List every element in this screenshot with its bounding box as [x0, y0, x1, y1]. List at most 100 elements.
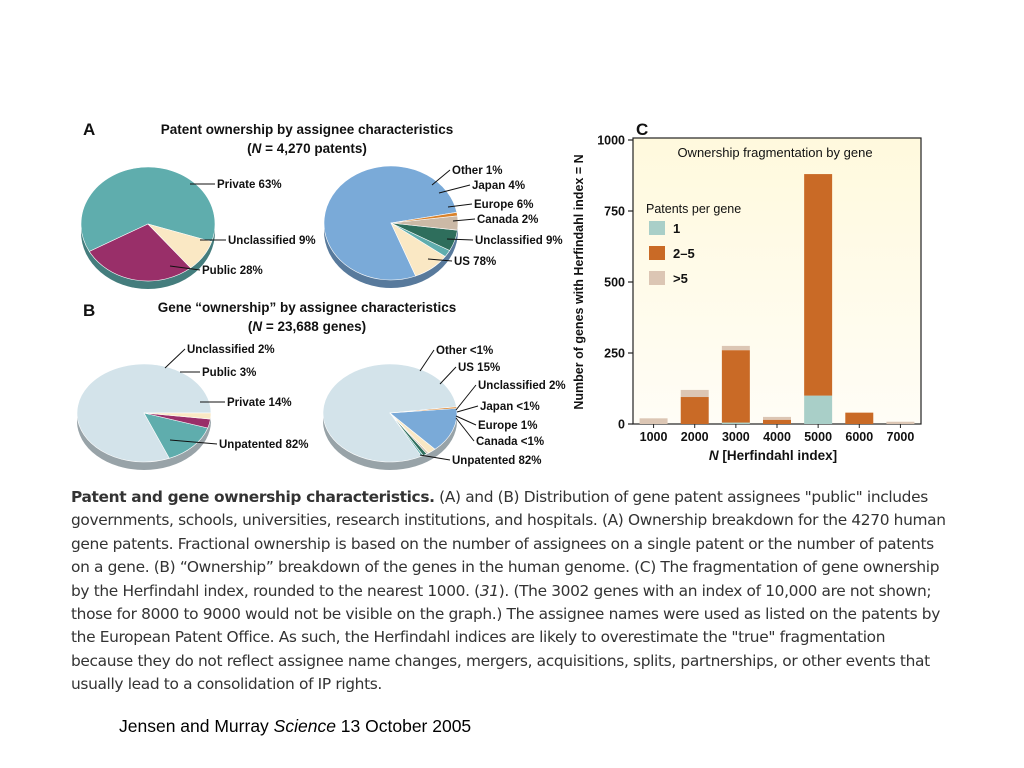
slice-label-japan-1: Japan <1% — [480, 401, 540, 413]
x-tick-label: 5000 — [804, 430, 832, 444]
pie-slice-public-28 — [88, 223, 192, 282]
leader-line-us-15 — [439, 366, 457, 385]
panel-b-n: = 23,688 genes) — [262, 319, 366, 334]
credit-journal: Science — [273, 716, 336, 736]
pie-slice-us-78 — [323, 165, 458, 281]
panel-a-letter: A — [83, 120, 95, 139]
bar-2000-2-5 — [680, 397, 709, 424]
pie-genes-by-country: Unpatented 82% Canada <1% Europe 1% Japan <… — [322, 345, 566, 470]
y-tick-label: 0 — [618, 418, 625, 432]
panel-c-xlabel: N [Herfindahl index] — [709, 448, 837, 463]
bar-3000-1 — [721, 422, 750, 424]
panel-c-letter: C — [636, 120, 648, 139]
pie-slice-us-15 — [389, 408, 458, 450]
panel-b-letter: B — [83, 301, 95, 320]
bar-3000-5 — [721, 345, 750, 351]
slice-label-europe-6: Europe 6% — [474, 199, 533, 211]
slice-label-unpatented-82: Unpatented 82% — [452, 455, 541, 467]
bar-4000-5 — [763, 416, 791, 420]
slice-label-unpatented-82: Unpatented 82% — [219, 439, 308, 451]
legend-swatch-1 — [649, 221, 665, 235]
y-tick-label: 1000 — [597, 134, 625, 148]
bar-2000-5 — [680, 389, 709, 398]
slice-label-europe-1: Europe 1% — [478, 420, 537, 432]
slice-label-canada-1: Canada <1% — [476, 436, 544, 448]
x-tick-label: 3000 — [722, 430, 750, 444]
slice-label-other-1: Other <1% — [436, 345, 493, 357]
bar-7000-5 — [886, 421, 915, 424]
legend-title: Patents per gene — [646, 202, 741, 216]
bar-5000-1 — [804, 395, 833, 424]
slice-label-unclassified-9: Unclassified 9% — [475, 235, 563, 247]
bar-6000-2-5 — [845, 412, 874, 424]
panel-c-plot-area — [632, 137, 922, 425]
pie-slice-other-1 — [390, 212, 458, 224]
leader-line-japan-4 — [438, 184, 471, 194]
x-tick-label: 7000 — [887, 430, 915, 444]
x-tick-label: 2000 — [681, 430, 709, 444]
leader-line-canada-1 — [455, 417, 475, 442]
panel-c-title: Ownership fragmentation by gene — [677, 145, 872, 160]
leader-line-public-28 — [169, 265, 201, 271]
leader-line-canada-2 — [452, 218, 476, 222]
bar-3000-2-5 — [721, 350, 750, 423]
y-tick-label: 750 — [604, 205, 625, 219]
panel-a-subtitle: (N = 4,270 patents) — [247, 141, 367, 156]
leader-line-other-1 — [419, 349, 435, 372]
panel-a-n: = 4,270 patents) — [261, 141, 366, 156]
slice-label-unclassified-2: Unclassified 2% — [478, 380, 566, 392]
legend-swatch-5 — [649, 271, 665, 285]
credit-authors: Jensen and Murray — [119, 716, 274, 736]
bar-1000-5 — [639, 418, 668, 424]
y-tick-label: 500 — [604, 276, 625, 290]
xlabel-rest: [Herfindahl index] — [719, 448, 838, 463]
caption-title: Patent and gene ownership characteristic… — [71, 488, 435, 506]
n-symbol: N — [252, 141, 262, 156]
legend-label: >5 — [673, 271, 688, 286]
leader-line-unclassified-2 — [164, 348, 186, 369]
slice-label-public-28: Public 28% — [202, 265, 263, 277]
pie-genes-by-sector: Unpatented 82% Private 14% Public 3% Unclas… — [76, 344, 308, 470]
slice-label-public-3: Public 3% — [202, 367, 256, 379]
slice-label-unclassified-9: Unclassified 9% — [228, 235, 316, 247]
y-tick-label: 250 — [604, 347, 625, 361]
slice-label-us-78: US 78% — [454, 256, 496, 268]
panel-c-ylabel: Number of genes with Herfindahl index = … — [572, 154, 586, 409]
pie-slice-unclassified-9 — [147, 223, 213, 269]
credit-date: 13 October 2005 — [335, 716, 472, 736]
legend-swatch-2-5 — [649, 246, 665, 260]
panel-b-title: Gene “ownership” by assignee characteris… — [158, 300, 457, 315]
n-symbol: N — [709, 448, 719, 463]
bar-4000-2-5 — [763, 419, 791, 424]
leader-line-unclassified-9 — [446, 238, 474, 241]
pie-patents-by-country: US 78% Unclassified 9% Canada 2% Europe 6% J… — [323, 165, 563, 288]
leader-line-unpatented-82 — [419, 454, 451, 461]
pie-slice-unclassified-2 — [143, 412, 212, 420]
slice-label-canada-2: Canada 2% — [477, 214, 538, 226]
bar-5000-2-5 — [804, 174, 833, 396]
legend-label: 2–5 — [673, 246, 695, 261]
slice-label-japan-4: Japan 4% — [472, 180, 525, 192]
leader-line-europe-1 — [455, 415, 477, 426]
slice-label-private-14: Private 14% — [227, 397, 292, 409]
panel-b-subtitle: (N = 23,688 genes) — [248, 319, 366, 334]
leader-line-unpatented-82 — [169, 439, 218, 445]
leader-line-unclassified-2 — [455, 384, 477, 411]
slice-label-other-1: Other 1% — [452, 165, 503, 177]
caption-text-1: (A) and (B) Distribution of gene patent … — [71, 488, 946, 600]
pie-slice-unpatented-82 — [76, 363, 212, 463]
x-tick-label: 6000 — [845, 430, 873, 444]
legend-label: 1 — [673, 221, 680, 236]
bar-chart-fragmentation: 0 250 500 750 1000 1000 2000 3000 4000 5000 6000 70… — [597, 134, 915, 444]
pie-slice-private-63 — [80, 166, 216, 252]
caption-text-2: ). (The 3002 genes with an index of 10,0… — [71, 581, 940, 694]
slice-label-us-15: US 15% — [458, 362, 500, 374]
caption-ref: 31 — [479, 581, 499, 600]
citation-credit: Jensen and Murray Science 13 October 200… — [119, 716, 471, 737]
pie-patents-by-sector: Private 63% Public 28% Unclassified 9% — [80, 166, 316, 289]
x-tick-label: 1000 — [640, 430, 668, 444]
n-symbol: N — [252, 319, 262, 334]
slice-label-private-63: Private 63% — [217, 179, 282, 191]
figure-caption: Patent and gene ownership characteristic… — [71, 486, 951, 697]
